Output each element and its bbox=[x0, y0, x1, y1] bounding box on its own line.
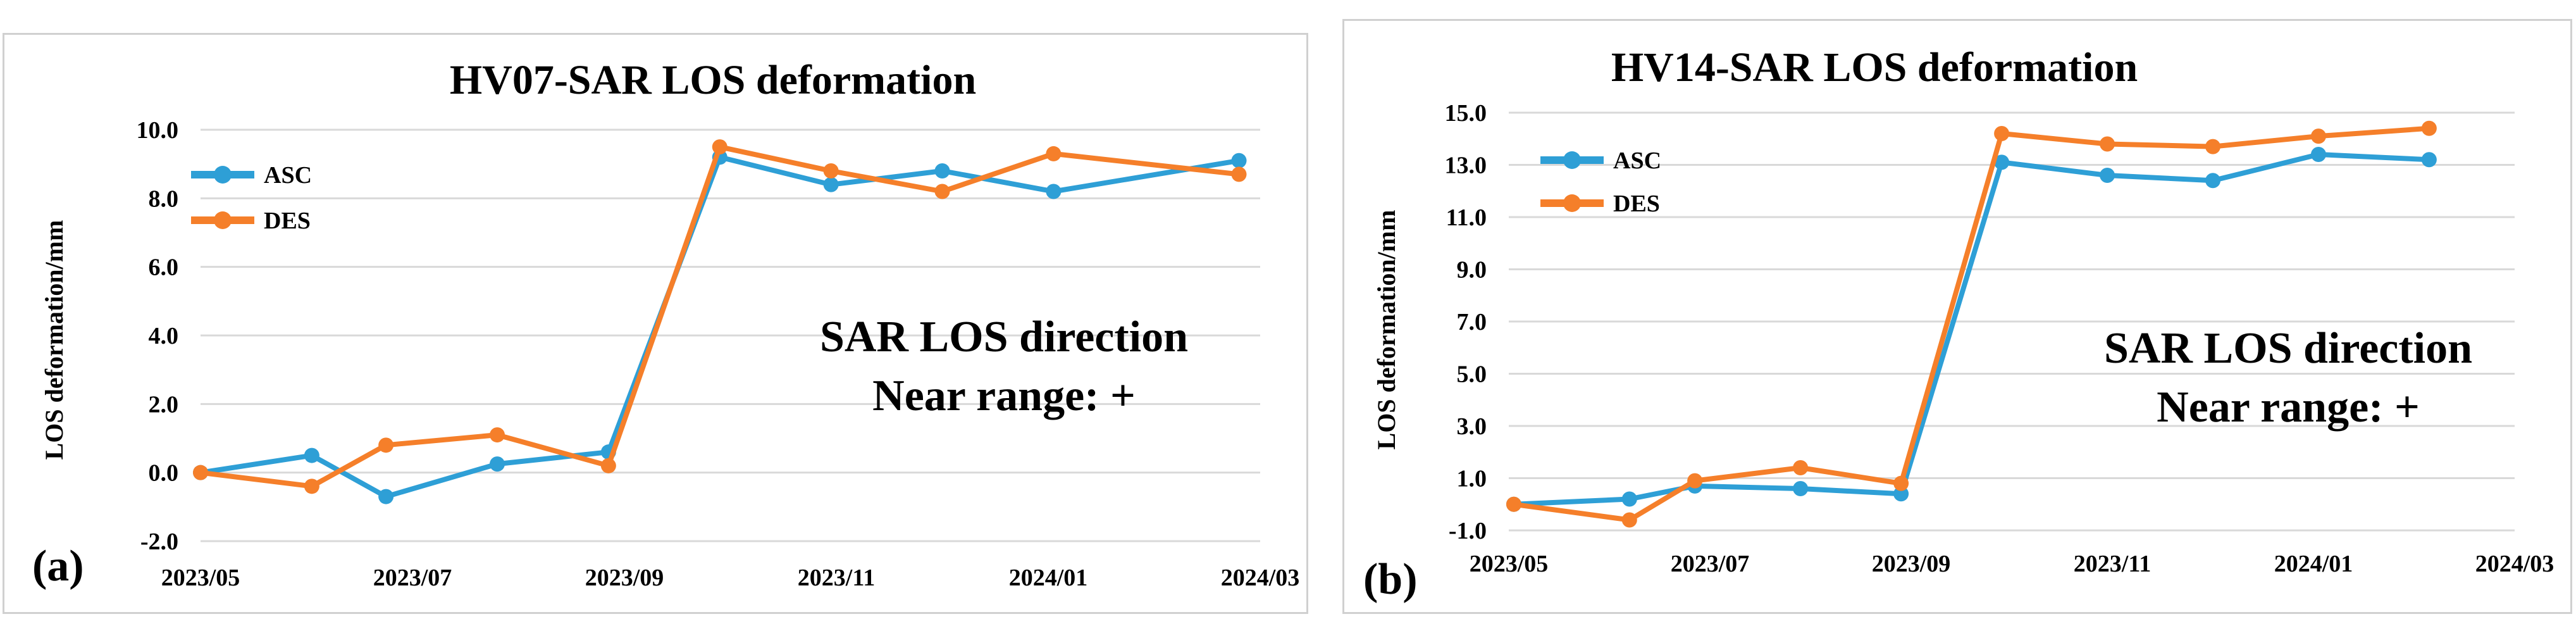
data-point-asc bbox=[490, 456, 505, 472]
x-tick-label: 2023/07 bbox=[373, 565, 452, 591]
data-point-des bbox=[2205, 139, 2220, 154]
x-tick-label: 2023/07 bbox=[1671, 551, 1750, 577]
chart-b-ylabel: LOS deformation/mm bbox=[1372, 210, 1401, 450]
chart-b-title: HV14-SAR LOS deformation bbox=[1611, 44, 2138, 91]
x-tick-label: 2024/03 bbox=[1221, 565, 1300, 591]
data-point-des bbox=[2421, 120, 2437, 136]
data-point-des bbox=[712, 139, 728, 155]
data-point-des bbox=[1793, 460, 1809, 475]
data-point-asc bbox=[378, 489, 394, 504]
y-tick-label: 15.0 bbox=[1445, 100, 1487, 127]
chart-panel-b: HV14-SAR LOS deformation -1.0 1.0 3.0 5.0 7.… bbox=[1342, 19, 2572, 614]
data-point-des bbox=[1231, 166, 1247, 182]
data-point-asc bbox=[2205, 173, 2220, 189]
data-point-asc bbox=[1994, 154, 2010, 170]
x-tick-label: 2024/01 bbox=[2274, 551, 2353, 577]
legend-asc-label: ASC bbox=[1613, 147, 1661, 174]
x-tick-label: 2023/09 bbox=[585, 565, 664, 591]
data-point-asc bbox=[2310, 147, 2326, 162]
x-tick-label: 2024/03 bbox=[2475, 551, 2554, 577]
legend-des-marker bbox=[214, 211, 232, 229]
chart-a-annotation-near-range: Near range: + bbox=[872, 372, 1136, 420]
x-tick-label: 2023/05 bbox=[1470, 551, 1549, 577]
data-point-asc bbox=[2421, 152, 2437, 168]
chart-a-title: HV07-SAR LOS deformation bbox=[450, 57, 976, 103]
chart-a-ylabel: LOS deformation/mm bbox=[40, 220, 68, 460]
data-point-des bbox=[600, 458, 616, 473]
data-point-des bbox=[490, 427, 505, 443]
y-tick-label: 7.0 bbox=[1457, 309, 1487, 335]
chart-panel-a: HV07-SAR LOS deformation -2.0 0.0 2.0 4.0 6.… bbox=[3, 33, 1308, 614]
y-tick-label: 4.0 bbox=[149, 323, 179, 349]
y-tick-label: 3.0 bbox=[1457, 413, 1487, 440]
y-tick-label: 6.0 bbox=[149, 254, 179, 281]
data-point-des bbox=[1506, 496, 1521, 512]
series-line-des bbox=[1513, 125, 2430, 523]
y-tick-label: 0.0 bbox=[149, 460, 179, 487]
data-point-des bbox=[2310, 128, 2326, 144]
data-point-asc bbox=[1893, 486, 1909, 502]
chart-a-legend: ASC DES bbox=[191, 162, 312, 234]
legend-des-label: DES bbox=[1613, 191, 1660, 217]
series-line-des bbox=[200, 144, 1239, 489]
data-point-des bbox=[1046, 146, 1062, 161]
chart-b-svg: HV14-SAR LOS deformation -1.0 1.0 3.0 5.0 7.… bbox=[1363, 44, 2554, 604]
chart-b-panel-label: (b) bbox=[1363, 555, 1418, 604]
y-tick-label: 8.0 bbox=[149, 185, 179, 212]
data-point-des bbox=[1621, 512, 1637, 528]
data-point-des bbox=[1687, 473, 1703, 489]
y-tick-label: 9.0 bbox=[1457, 257, 1487, 284]
chart-b-legend: ASC DES bbox=[1540, 147, 1661, 217]
data-point-asc bbox=[1793, 481, 1809, 496]
x-tick-label: 2023/11 bbox=[2074, 551, 2151, 577]
legend-asc-marker bbox=[214, 166, 232, 184]
legend-asc-marker bbox=[1563, 151, 1581, 169]
chart-a-annotation-direction: SAR LOS direction bbox=[820, 313, 1188, 361]
data-point-des bbox=[934, 184, 950, 199]
data-point-des bbox=[378, 437, 394, 453]
chart-b-annotation-direction: SAR LOS direction bbox=[2104, 324, 2472, 373]
legend-asc-label: ASC bbox=[264, 162, 312, 189]
y-tick-label: -2.0 bbox=[140, 528, 178, 555]
chart-b-annotation-near-range: Near range: + bbox=[2157, 383, 2420, 432]
series-line-asc bbox=[1513, 152, 2430, 507]
data-point-asc bbox=[823, 177, 839, 192]
legend-des-label: DES bbox=[264, 208, 311, 234]
x-tick-label: 2023/09 bbox=[1872, 551, 1951, 577]
x-tick-label: 2023/11 bbox=[798, 565, 875, 591]
data-point-asc bbox=[304, 447, 319, 463]
data-point-des bbox=[1893, 475, 1909, 491]
y-tick-label: -1.0 bbox=[1449, 518, 1487, 544]
y-tick-label: 2.0 bbox=[149, 391, 179, 418]
x-tick-label: 2023/05 bbox=[161, 565, 240, 591]
data-point-asc bbox=[1231, 153, 1247, 168]
chart-a-panel-label: (a) bbox=[32, 542, 84, 591]
data-point-des bbox=[823, 163, 839, 178]
y-tick-label: 13.0 bbox=[1445, 153, 1487, 179]
y-tick-label: 11.0 bbox=[1446, 204, 1487, 231]
data-point-asc bbox=[1621, 491, 1637, 507]
data-point-des bbox=[193, 465, 208, 480]
data-point-des bbox=[2100, 136, 2115, 152]
chart-a-svg: HV07-SAR LOS deformation -2.0 0.0 2.0 4.0 6.… bbox=[32, 57, 1300, 591]
x-tick-label: 2024/01 bbox=[1009, 565, 1088, 591]
legend-des-marker bbox=[1563, 194, 1581, 212]
y-tick-label: 10.0 bbox=[137, 117, 179, 144]
data-point-asc bbox=[934, 163, 950, 178]
y-tick-label: 1.0 bbox=[1457, 466, 1487, 492]
data-point-des bbox=[1994, 126, 2010, 141]
y-tick-label: 5.0 bbox=[1457, 361, 1487, 388]
data-point-asc bbox=[2100, 168, 2115, 183]
data-point-des bbox=[304, 478, 319, 494]
data-point-asc bbox=[1046, 184, 1062, 199]
